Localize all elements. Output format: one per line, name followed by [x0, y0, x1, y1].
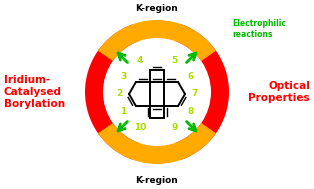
Text: 4: 4: [137, 56, 143, 65]
Text: Optical
Properties: Optical Properties: [248, 81, 310, 103]
Text: 6: 6: [188, 72, 194, 81]
Text: 3: 3: [120, 72, 126, 81]
Text: 7: 7: [192, 90, 198, 98]
Text: 10: 10: [133, 123, 146, 132]
Text: 9: 9: [171, 123, 177, 132]
Text: K-region: K-region: [136, 4, 178, 13]
Wedge shape: [98, 20, 216, 61]
Wedge shape: [176, 24, 229, 160]
Text: 2: 2: [116, 90, 122, 98]
Text: 8: 8: [188, 107, 194, 116]
Wedge shape: [98, 123, 216, 164]
Text: 5: 5: [171, 56, 177, 65]
Text: K-region: K-region: [136, 176, 178, 185]
Wedge shape: [85, 24, 138, 160]
Text: Electrophilic
reactions: Electrophilic reactions: [232, 19, 286, 39]
Text: 1: 1: [120, 107, 126, 116]
Text: Iridium-
Catalysed
Borylation: Iridium- Catalysed Borylation: [4, 75, 65, 109]
